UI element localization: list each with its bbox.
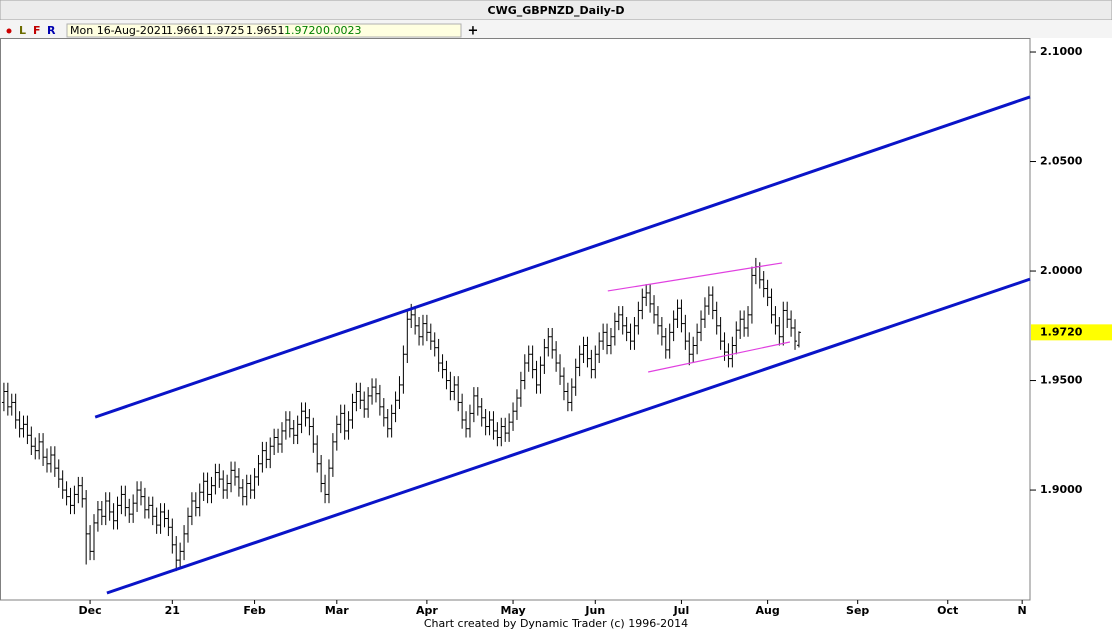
- info-high: 1.9725: [206, 24, 245, 37]
- x-tick-label: Mar: [325, 604, 349, 617]
- x-tick-label: Sep: [846, 604, 869, 617]
- y-tick-label: 2.1000: [1040, 45, 1083, 58]
- chart-title: CWG_GBPNZD_Daily-D: [488, 4, 625, 17]
- plot-area: [0, 38, 1031, 601]
- info-change: 0.0023: [323, 24, 362, 37]
- toolbar-button[interactable]: L: [19, 24, 26, 37]
- toolbar-button[interactable]: F: [33, 24, 41, 37]
- x-tick-label: Oct: [937, 604, 958, 617]
- info-box: [66, 23, 462, 38]
- info-date: Mon 16-Aug-2021: [70, 24, 168, 37]
- add-button[interactable]: +: [468, 24, 479, 39]
- last-price-label: 1.9720: [1040, 325, 1083, 338]
- x-tick-label: May: [500, 604, 525, 617]
- x-tick-label: Dec: [79, 604, 102, 617]
- footer: Chart created by Dynamic Trader (c) 1996…: [424, 617, 688, 630]
- toolbar-button[interactable]: R: [47, 24, 56, 37]
- x-tick-label: 21: [165, 604, 180, 617]
- x-tick-label: N: [1018, 604, 1027, 617]
- trend-line: [648, 341, 791, 373]
- y-tick-label: 2.0500: [1040, 155, 1083, 168]
- toolbar-dot[interactable]: [6, 28, 12, 34]
- info-close: 1.9720: [284, 24, 323, 37]
- x-tick-label: Feb: [243, 604, 266, 617]
- y-tick-label: 2.0000: [1040, 264, 1083, 277]
- y-tick-label: 1.9000: [1040, 483, 1083, 496]
- x-tick-label: Jun: [584, 604, 605, 617]
- trend-line: [106, 277, 1031, 595]
- trend-line: [94, 95, 1031, 419]
- trend-line: [607, 262, 783, 292]
- x-tick-label: Apr: [416, 604, 438, 617]
- x-tick-label: Aug: [755, 604, 779, 617]
- x-tick-label: Jul: [673, 604, 690, 617]
- info-low: 1.9651: [246, 24, 285, 37]
- y-tick-label: 1.9500: [1040, 374, 1083, 387]
- last-price-box: [1031, 324, 1112, 341]
- info-open: 1.9661: [166, 24, 205, 37]
